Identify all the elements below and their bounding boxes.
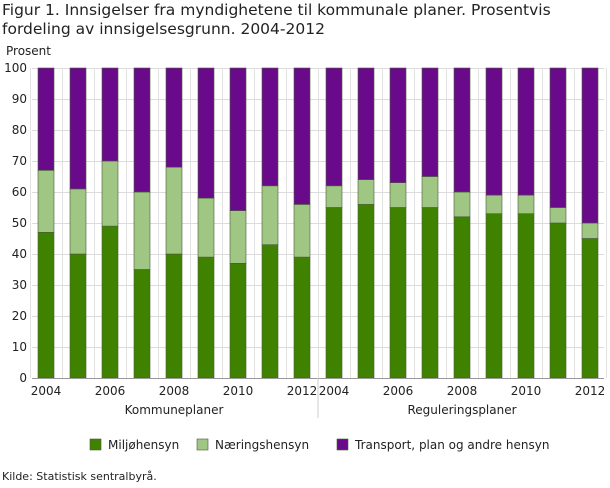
- x-tick-label: 2008: [447, 384, 478, 398]
- y-tick-label: 80: [12, 123, 27, 137]
- bar-segment-1: [357, 204, 375, 379]
- y-tick-label: 100: [4, 61, 27, 75]
- bar-segment-2: [389, 182, 407, 208]
- bar-segment-3: [229, 67, 247, 211]
- bar-segment-2: [229, 210, 247, 264]
- bar-segment-1: [389, 207, 407, 379]
- bar-segment-2: [421, 176, 439, 208]
- bar-segment-1: [581, 238, 599, 379]
- bar-segment-1: [325, 207, 343, 379]
- bar-segment-3: [165, 67, 183, 168]
- y-tick-label: 0: [19, 371, 27, 385]
- legend-swatch: [196, 438, 209, 451]
- bar-segment-3: [133, 67, 151, 193]
- x-tick-label: 2012: [287, 384, 318, 398]
- bar-segment-1: [37, 232, 55, 379]
- bar-segment-2: [325, 185, 343, 208]
- bar-segment-3: [485, 67, 503, 196]
- bar-segment-3: [517, 67, 535, 196]
- bar-segment-2: [101, 160, 119, 227]
- bar-segment-1: [485, 213, 503, 379]
- chart-svg: 0 10 20 30 40 50 60 70 80 90 100 2004 2006 2008 2010 20…: [4, 61, 607, 452]
- bar-segment-3: [261, 67, 279, 187]
- x-tick-label: 2004: [31, 384, 62, 398]
- x-tick-label: 2004: [319, 384, 350, 398]
- bar-segment-2: [581, 222, 599, 239]
- bar-segment-2: [37, 170, 55, 233]
- bar-segment-1: [293, 256, 311, 379]
- x-tick-label: 2010: [511, 384, 542, 398]
- legend-label: Næringshensyn: [215, 438, 309, 452]
- bar-segment-3: [197, 67, 215, 199]
- bar-segment-3: [549, 67, 567, 208]
- bar-segment-3: [581, 67, 599, 224]
- y-tick-label: 60: [12, 185, 27, 199]
- y-axis-label: Prosent: [6, 44, 51, 58]
- bar-segment-1: [133, 269, 151, 379]
- source-note: Kilde: Statistisk sentralbyrå.: [2, 470, 157, 483]
- bar-segment-3: [421, 67, 439, 177]
- bar-segment-2: [165, 166, 183, 255]
- legend-label: Miljøhensyn: [108, 438, 179, 452]
- x-tick-label: 2006: [95, 384, 126, 398]
- bar-segment-2: [485, 194, 503, 215]
- y-tick-label: 70: [12, 154, 27, 168]
- bar-segment-1: [69, 253, 87, 379]
- bar-segment-3: [69, 67, 87, 190]
- x-tick-label: 2012: [575, 384, 606, 398]
- chart-title: Figur 1. Innsigelser fra myndighetene ti…: [2, 1, 551, 38]
- bar-segment-3: [389, 67, 407, 183]
- y-tick-label: 20: [12, 309, 27, 323]
- bar-segment-1: [165, 253, 183, 379]
- bar-segment-3: [453, 67, 471, 193]
- x-tick-label: 2010: [223, 384, 254, 398]
- bar-segment-2: [133, 191, 151, 270]
- bar-segment-1: [261, 244, 279, 379]
- bar-segment-3: [325, 67, 343, 187]
- bar-segment-1: [229, 262, 247, 379]
- group-label: Reguleringsplaner: [407, 403, 516, 417]
- group-label: Kommuneplaner: [125, 403, 224, 417]
- bar-segment-2: [517, 194, 535, 215]
- bar-segment-3: [101, 67, 119, 162]
- bar-segment-1: [453, 216, 471, 379]
- bar-segment-3: [293, 67, 311, 205]
- y-tick-label: 40: [12, 247, 27, 261]
- bar-segment-1: [101, 225, 119, 379]
- legend-label: Transport, plan og andre hensyn: [354, 438, 549, 452]
- bar-segment-3: [37, 67, 55, 171]
- bar-segment-2: [549, 207, 567, 224]
- y-tick-label: 10: [12, 340, 27, 354]
- y-tick-label: 90: [12, 92, 27, 106]
- bar-segment-2: [293, 204, 311, 258]
- legend-swatch: [336, 438, 349, 451]
- bar-segment-1: [517, 213, 535, 379]
- bar-segment-3: [357, 67, 375, 180]
- bar-segment-2: [261, 185, 279, 246]
- bar-segment-2: [357, 179, 375, 205]
- x-tick-label: 2008: [159, 384, 190, 398]
- bar-segment-1: [197, 256, 215, 379]
- bar-segment-2: [453, 191, 471, 218]
- y-tick-label: 50: [12, 216, 27, 230]
- x-tick-label: 2006: [383, 384, 414, 398]
- bar-segment-1: [549, 222, 567, 379]
- bar-segment-2: [197, 197, 215, 258]
- bar-segment-2: [69, 188, 87, 255]
- bar-segment-1: [421, 207, 439, 379]
- legend-swatch: [89, 438, 102, 451]
- y-tick-label: 30: [12, 278, 27, 292]
